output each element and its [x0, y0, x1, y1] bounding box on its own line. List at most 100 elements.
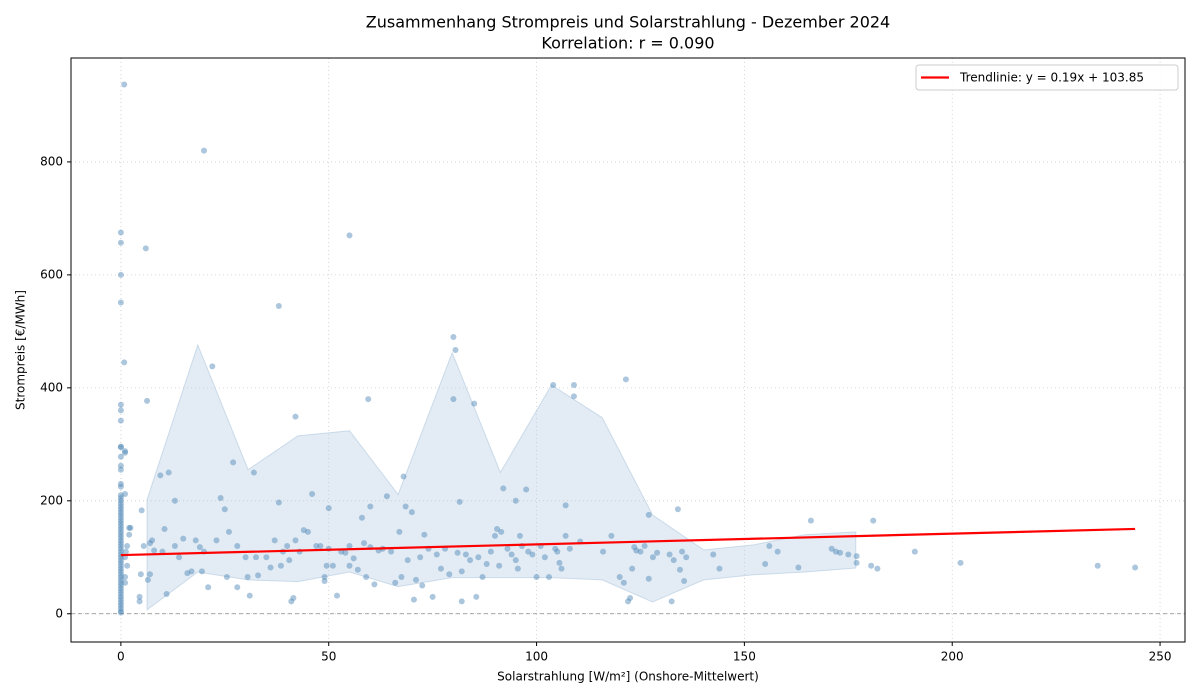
point	[304, 528, 311, 535]
point	[284, 542, 291, 549]
point	[122, 491, 129, 498]
x-tick-label: 150	[733, 650, 756, 664]
point	[570, 393, 577, 400]
point	[117, 407, 124, 414]
point	[122, 574, 129, 581]
x-tick-label: 250	[1149, 650, 1172, 664]
point	[255, 572, 262, 579]
point	[487, 548, 494, 555]
point	[836, 549, 843, 556]
chart-title: Zusammenhang Strompreis und Solarstrahlu…	[366, 13, 890, 32]
point	[117, 540, 124, 547]
point	[121, 359, 128, 366]
point	[645, 511, 652, 518]
point	[171, 497, 178, 504]
point	[512, 497, 519, 504]
point	[762, 561, 769, 568]
point	[334, 592, 341, 599]
point	[957, 559, 964, 566]
point	[346, 542, 353, 549]
point	[404, 557, 411, 564]
point	[556, 559, 563, 566]
point	[446, 571, 453, 578]
point	[392, 579, 399, 586]
point	[117, 596, 124, 603]
point	[631, 544, 638, 551]
point	[117, 528, 124, 535]
point	[471, 400, 478, 407]
point	[666, 551, 673, 558]
point	[117, 593, 124, 600]
y-tick-label: 800	[40, 154, 63, 168]
point	[198, 568, 205, 575]
point	[533, 574, 540, 581]
point	[342, 549, 349, 556]
point	[242, 554, 249, 561]
point	[117, 443, 124, 450]
point	[117, 511, 124, 518]
point	[853, 553, 860, 560]
point	[117, 579, 124, 586]
point	[450, 334, 457, 341]
y-tick-label: 400	[40, 380, 63, 394]
point	[117, 534, 124, 541]
point	[146, 540, 153, 547]
point	[766, 542, 773, 549]
point	[795, 564, 802, 571]
chart-subtitle: Korrelation: r = 0.090	[541, 34, 714, 53]
point	[413, 576, 420, 583]
point	[136, 598, 143, 605]
point	[475, 554, 482, 561]
point	[117, 562, 124, 569]
point	[117, 466, 124, 473]
point	[429, 593, 436, 600]
point	[633, 547, 640, 554]
point	[163, 590, 170, 597]
point	[117, 417, 124, 424]
point	[117, 401, 124, 408]
point	[117, 462, 124, 469]
point	[911, 548, 918, 555]
point	[117, 590, 124, 597]
point	[205, 584, 212, 591]
point	[184, 570, 191, 577]
point	[290, 594, 297, 601]
x-axis-label: Solarstrahlung [W/m²] (Onshore-Mittelwer…	[497, 670, 759, 684]
point	[868, 562, 875, 569]
point	[456, 498, 463, 505]
point	[625, 598, 631, 605]
point	[176, 554, 183, 561]
point	[523, 486, 530, 493]
point	[710, 551, 717, 558]
point	[117, 271, 124, 278]
point	[396, 528, 403, 535]
point	[562, 532, 569, 539]
point	[124, 562, 131, 569]
point	[151, 547, 158, 554]
point	[570, 382, 577, 389]
point	[140, 542, 147, 549]
point	[230, 459, 237, 466]
point	[845, 551, 852, 558]
point	[171, 542, 178, 549]
point	[554, 548, 561, 555]
point	[117, 602, 124, 609]
point	[117, 492, 124, 499]
point	[292, 413, 299, 420]
point	[117, 523, 124, 530]
x-tick-label: 200	[941, 650, 964, 664]
point	[126, 524, 133, 531]
point	[408, 509, 415, 516]
point	[117, 571, 124, 578]
point	[358, 514, 365, 521]
point	[292, 537, 299, 544]
point	[138, 507, 145, 514]
point	[117, 494, 124, 501]
point	[410, 596, 417, 603]
point	[275, 499, 282, 506]
point	[117, 526, 124, 533]
point	[213, 537, 220, 544]
x-tick-label: 50	[321, 650, 336, 664]
point	[286, 557, 293, 564]
